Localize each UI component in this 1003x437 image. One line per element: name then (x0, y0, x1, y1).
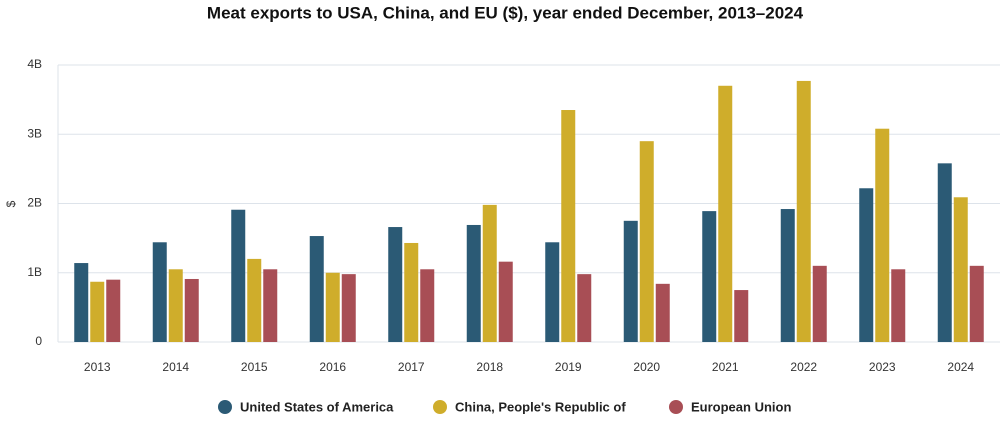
x-tick-label: 2020 (633, 360, 660, 374)
legend-label: European Union (691, 399, 791, 414)
bar (875, 128, 890, 342)
bar (561, 110, 576, 342)
bar (420, 269, 435, 342)
bar (718, 85, 733, 343)
bar (937, 163, 952, 342)
x-tick-label: 2019 (555, 360, 582, 374)
bar (734, 290, 749, 342)
x-tick-label: 2016 (319, 360, 346, 374)
legend-marker (433, 400, 447, 414)
y-tick-label: 1B (27, 265, 42, 279)
bar (953, 197, 968, 342)
bar (247, 258, 262, 342)
bar (780, 209, 795, 342)
bar (796, 80, 811, 343)
bar (545, 242, 560, 342)
bar (152, 242, 167, 342)
legend-label: China, People's Republic of (455, 399, 626, 414)
bar (404, 242, 419, 342)
bar (891, 269, 906, 342)
bar (341, 274, 356, 342)
bar (466, 224, 481, 342)
bar (263, 269, 278, 342)
x-tick-label: 2014 (162, 360, 189, 374)
bar (325, 272, 340, 342)
bar (388, 227, 403, 342)
x-tick-label: 2023 (869, 360, 896, 374)
bar (812, 265, 827, 342)
bar (106, 279, 121, 342)
bar (184, 278, 199, 342)
y-axis-label: $ (4, 200, 18, 207)
bar (74, 263, 89, 342)
bar (168, 269, 183, 342)
bar (90, 281, 105, 342)
y-tick-label: 2B (27, 196, 42, 210)
legend-label: United States of America (240, 399, 394, 414)
y-tick-label: 0 (35, 334, 42, 348)
bar (231, 209, 246, 342)
x-tick-label: 2015 (241, 360, 268, 374)
bar (702, 211, 717, 342)
bar (623, 220, 638, 342)
bar (309, 236, 324, 342)
bar (639, 141, 654, 342)
x-tick-label: 2022 (790, 360, 817, 374)
y-tick-label: 4B (27, 57, 42, 71)
x-tick-label: 2021 (712, 360, 739, 374)
bar (498, 261, 513, 342)
bar (655, 283, 670, 342)
chart-title: Meat exports to USA, China, and EU ($), … (207, 3, 804, 22)
bar (482, 204, 497, 342)
x-tick-label: 2013 (84, 360, 111, 374)
legend-marker (669, 400, 683, 414)
bar (969, 265, 984, 342)
y-tick-label: 3B (27, 126, 42, 140)
x-tick-label: 2018 (476, 360, 503, 374)
x-tick-label: 2024 (947, 360, 974, 374)
legend-marker (218, 400, 232, 414)
bar (859, 188, 874, 342)
bar (577, 274, 592, 342)
x-tick-label: 2017 (398, 360, 425, 374)
